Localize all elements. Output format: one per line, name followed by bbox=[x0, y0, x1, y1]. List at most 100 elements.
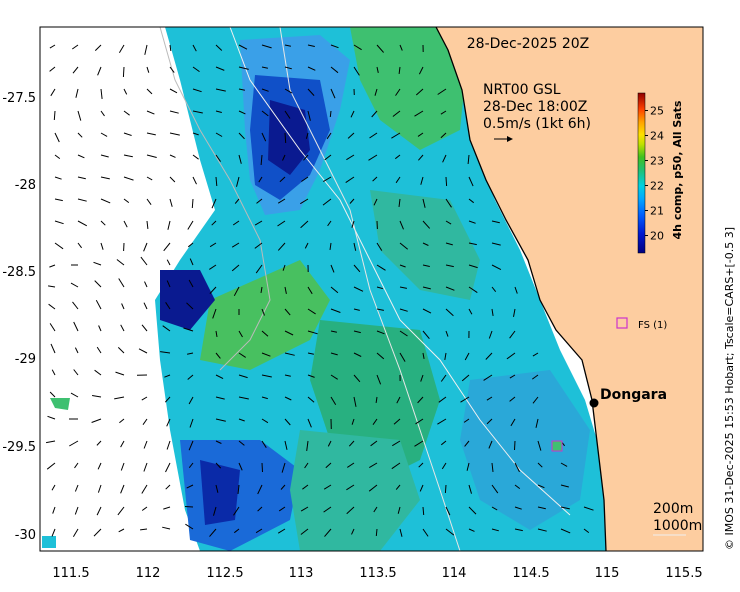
current-vector bbox=[284, 418, 291, 426]
current-vector bbox=[188, 440, 194, 451]
product-line3: 0.5m/s (1kt 6h) bbox=[483, 116, 591, 132]
station-marker bbox=[551, 440, 563, 452]
current-vector bbox=[560, 462, 568, 467]
current-vector bbox=[369, 132, 378, 139]
current-vector bbox=[260, 286, 263, 293]
current-vector bbox=[445, 308, 454, 317]
plot-frame bbox=[39, 26, 704, 552]
current-vector bbox=[100, 176, 110, 180]
current-vector bbox=[307, 396, 315, 403]
current-vector bbox=[466, 462, 470, 471]
current-vector bbox=[284, 88, 293, 94]
current-vector bbox=[399, 264, 406, 268]
current-vector bbox=[441, 462, 447, 470]
current-vector bbox=[189, 258, 194, 266]
current-vector bbox=[238, 374, 248, 379]
current-vector bbox=[330, 374, 338, 380]
current-vector bbox=[468, 220, 476, 224]
current-vector bbox=[192, 154, 199, 160]
current-vector bbox=[440, 132, 447, 139]
current-vector bbox=[209, 264, 217, 270]
current-vector bbox=[532, 352, 539, 357]
current-vector bbox=[261, 330, 269, 337]
current-vector bbox=[166, 418, 171, 427]
current-vector bbox=[422, 330, 430, 340]
current-vector bbox=[376, 264, 386, 271]
current-vector bbox=[254, 242, 263, 249]
current-vector bbox=[209, 286, 217, 294]
current-vector bbox=[46, 462, 56, 470]
current-vector bbox=[74, 484, 79, 492]
current-vector bbox=[165, 302, 171, 310]
current-vector bbox=[166, 280, 171, 288]
current-vector bbox=[398, 66, 401, 74]
timestamp-label: 28-Dec-2025 20Z bbox=[467, 36, 590, 52]
current-vector bbox=[373, 198, 378, 206]
current-vector bbox=[399, 352, 406, 362]
current-vector bbox=[100, 198, 111, 204]
product-line2: 28-Dec 18:00Z bbox=[483, 99, 587, 115]
current-vector bbox=[513, 308, 516, 317]
current-vector bbox=[48, 285, 56, 288]
x-tick: 111.5 bbox=[52, 566, 89, 581]
current-vector bbox=[261, 88, 269, 92]
current-vector bbox=[491, 242, 501, 246]
current-vector bbox=[307, 374, 315, 378]
current-vector bbox=[399, 242, 409, 250]
depth-label-200m: 200m bbox=[653, 501, 693, 517]
current-vector bbox=[238, 66, 249, 70]
current-vector bbox=[537, 484, 545, 489]
current-vector bbox=[278, 506, 286, 512]
current-vector bbox=[395, 88, 401, 96]
current-vector bbox=[284, 352, 295, 356]
current-vector bbox=[261, 418, 269, 424]
current-vector bbox=[301, 176, 309, 182]
current-vector bbox=[488, 440, 493, 449]
current-vector bbox=[77, 154, 85, 159]
current-vector bbox=[238, 330, 243, 338]
y-tick: -29 bbox=[15, 352, 36, 367]
credit-text: © IMOS 31-Dec-2025 15:53 Hobart; Tscale=… bbox=[723, 227, 736, 550]
current-vector bbox=[514, 506, 522, 510]
current-vector bbox=[192, 44, 197, 52]
current-vector bbox=[491, 308, 494, 316]
y-tick: -29.5 bbox=[2, 440, 36, 455]
current-vector bbox=[75, 88, 79, 98]
product-line1: NRT00 GSL bbox=[483, 82, 561, 98]
current-vector bbox=[323, 484, 332, 490]
current-vector bbox=[169, 132, 180, 136]
current-vector bbox=[368, 484, 378, 492]
current-vector bbox=[486, 396, 493, 401]
current-vector bbox=[418, 154, 424, 161]
fs-marker bbox=[616, 317, 628, 329]
current-vector bbox=[97, 462, 102, 470]
current-vector bbox=[143, 242, 148, 252]
current-vector bbox=[261, 132, 267, 142]
current-vector bbox=[514, 286, 518, 294]
current-vector bbox=[77, 132, 83, 138]
current-vector bbox=[537, 462, 543, 468]
current-vector bbox=[418, 66, 424, 75]
current-vector bbox=[414, 440, 424, 447]
current-vector bbox=[347, 132, 355, 139]
current-vector bbox=[396, 396, 401, 404]
current-vector bbox=[460, 396, 470, 403]
current-vector bbox=[188, 462, 194, 469]
current-vector bbox=[307, 330, 318, 335]
current-vector bbox=[307, 418, 312, 428]
current-vector bbox=[350, 110, 355, 118]
current-vector bbox=[74, 462, 79, 469]
current-vector bbox=[440, 374, 447, 382]
current-vector bbox=[72, 44, 79, 50]
isobath-200m bbox=[229, 27, 571, 516]
current-vector bbox=[284, 396, 292, 401]
current-vector bbox=[123, 88, 128, 95]
current-vector bbox=[330, 264, 335, 273]
current-vector bbox=[514, 528, 523, 532]
x-axis: 111.5 112 112.5 113 113.5 114 114.5 115 … bbox=[52, 566, 702, 581]
current-vector bbox=[537, 528, 547, 532]
current-vector bbox=[560, 528, 571, 534]
current-vector bbox=[353, 242, 357, 251]
current-vector bbox=[280, 484, 286, 490]
current-vector bbox=[141, 396, 148, 401]
